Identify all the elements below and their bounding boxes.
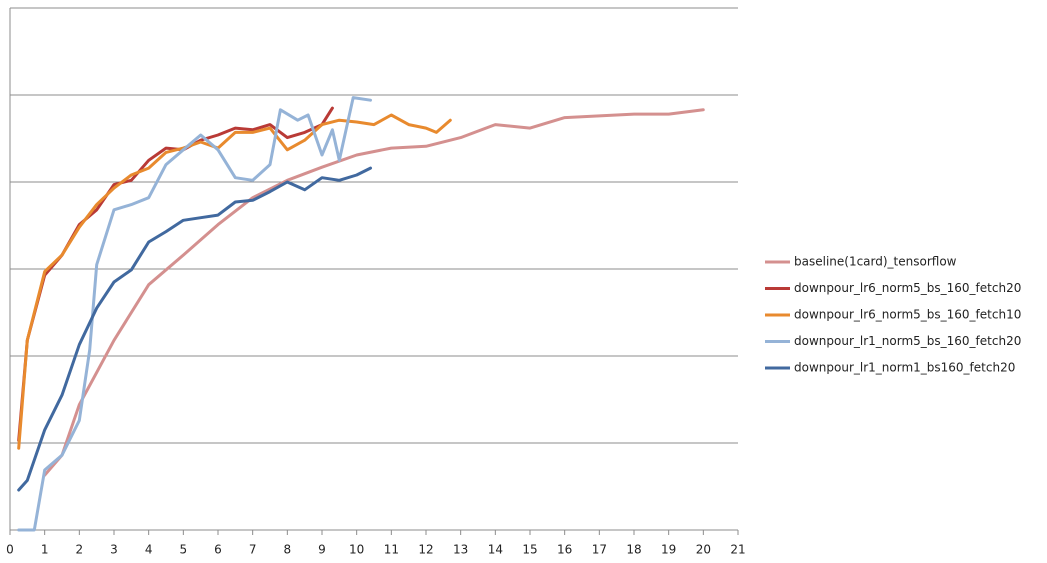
x-tick-label: 18 [626,543,641,557]
legend-label: downpour_lr1_norm5_bs_160_fetch20 [794,334,1021,348]
legend-label: downpour_lr6_norm5_bs_160_fetch20 [794,281,1021,295]
x-tick-label: 11 [384,543,399,557]
x-tick-label: 1 [41,543,49,557]
x-tick-label: 3 [110,543,118,557]
x-tick-label: 6 [214,543,222,557]
x-tick-label: 14 [488,543,503,557]
x-tick-label: 10 [349,543,364,557]
x-tick-label: 2 [76,543,84,557]
series-line [17,96,372,532]
x-tick-label: 12 [418,543,433,557]
x-tick-label: 7 [249,543,257,557]
x-tick-label: 13 [453,543,468,557]
legend-label: downpour_lr6_norm5_bs_160_fetch10 [794,308,1021,322]
x-tick-label: 19 [661,543,676,557]
x-tick-label: 21 [730,543,745,557]
x-tick-label: 8 [284,543,292,557]
series-line [17,113,452,450]
x-tick-label: 20 [696,543,711,557]
legend-label: baseline(1card)_tensorflow [794,255,957,269]
legend-label: downpour_lr1_norm1_bs160_fetch20 [794,361,1015,375]
x-tick-label: 16 [557,543,572,557]
series-line [43,108,705,477]
x-tick-label: 9 [318,543,326,557]
x-tick-label: 4 [145,543,153,557]
x-tick-label: 5 [180,543,188,557]
series-line [17,166,372,492]
x-tick-label: 0 [6,543,14,557]
x-tick-label: 17 [592,543,607,557]
x-tick-label: 15 [522,543,537,557]
